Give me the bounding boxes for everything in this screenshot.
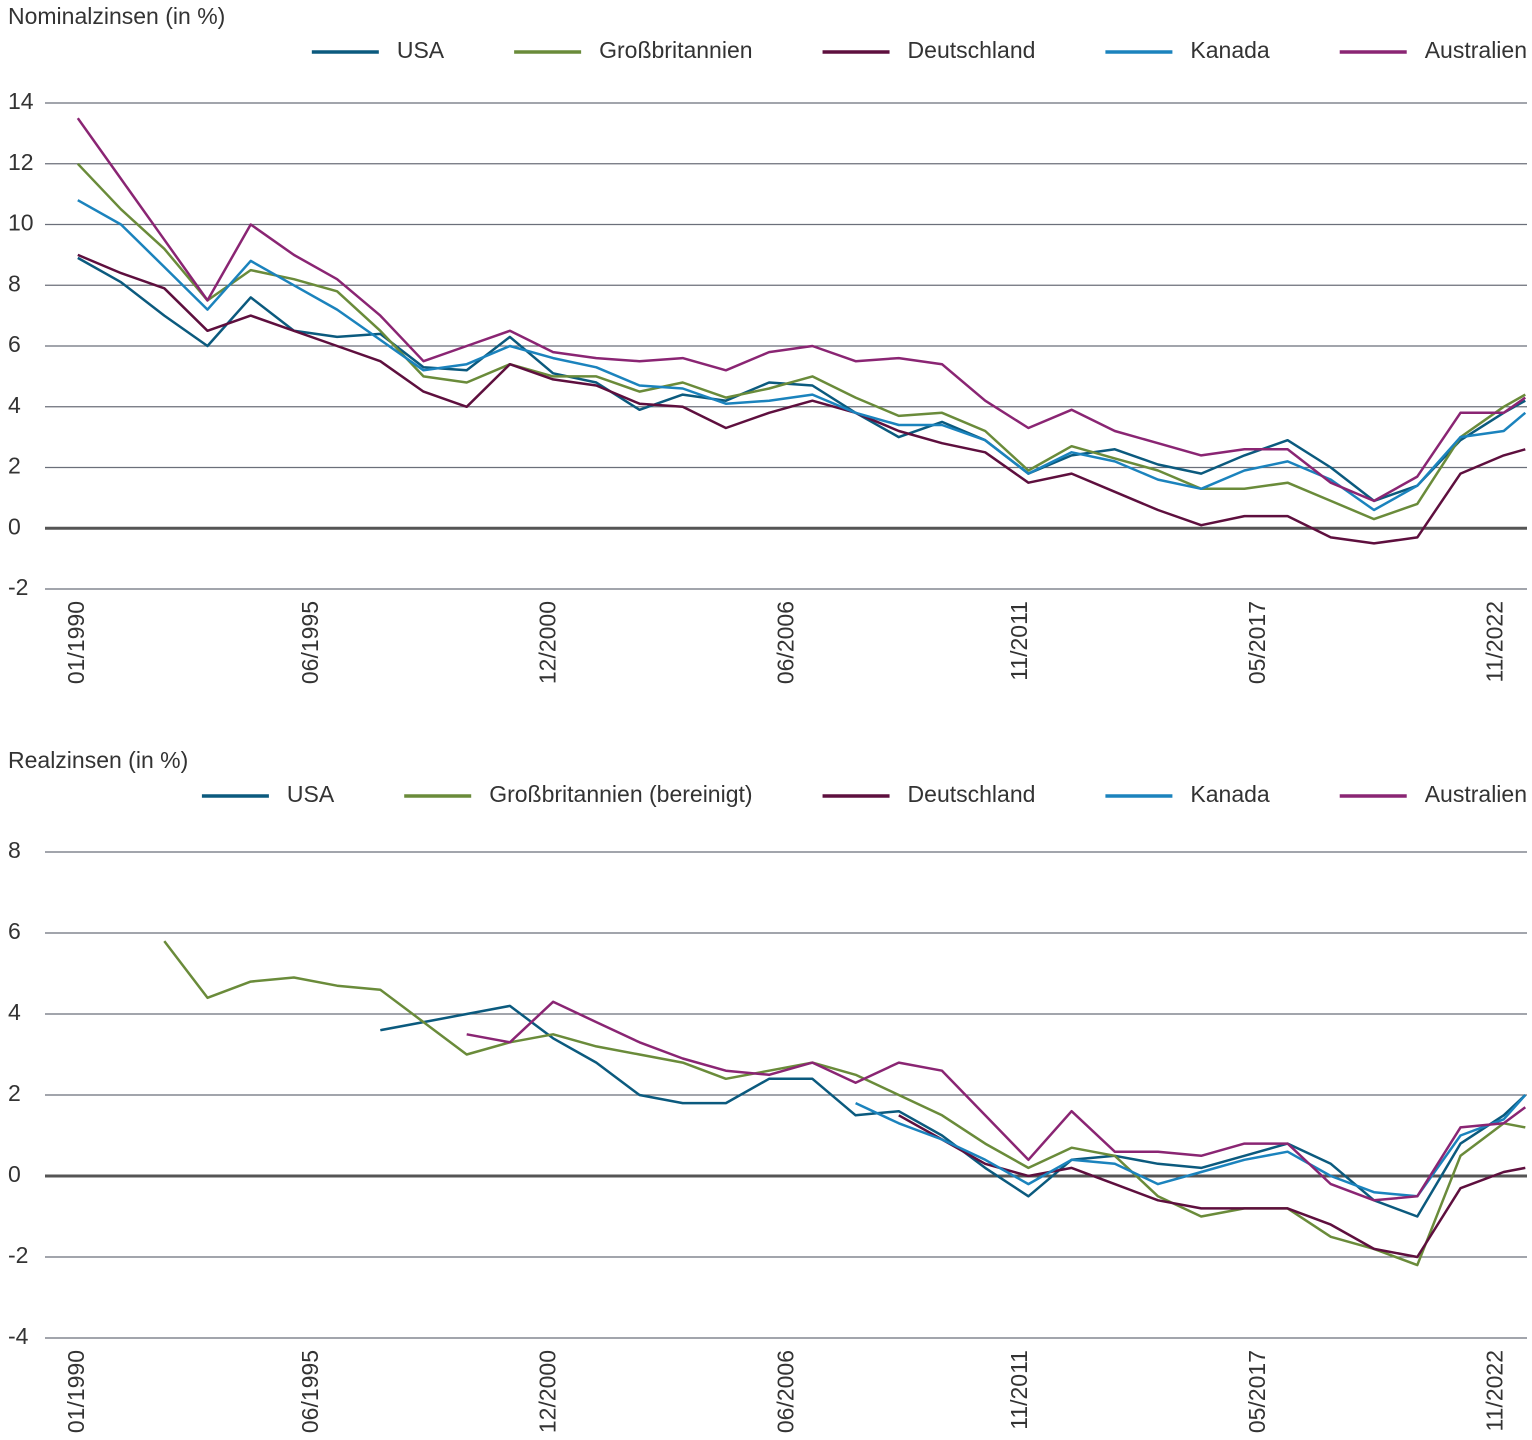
chart-title: Nominalzinsen (in %)	[8, 3, 225, 29]
y-tick-label: 10	[8, 210, 34, 236]
legend-label: Kanada	[1190, 37, 1270, 63]
chart-title: Realzinsen (in %)	[8, 747, 188, 773]
x-tick-label: 05/2017	[1244, 1350, 1270, 1433]
x-tick-label: 05/2017	[1244, 601, 1270, 684]
legend-label: Australien	[1425, 781, 1527, 807]
series-line	[77, 253, 1526, 545]
y-tick-label: 14	[8, 88, 34, 114]
y-tick-label: 8	[8, 837, 21, 863]
legend-label: Großbritannien (bereinigt)	[489, 781, 752, 807]
legend-label: Kanada	[1190, 781, 1270, 807]
x-tick-label: 12/2000	[535, 601, 561, 684]
y-tick-label: 2	[8, 453, 21, 479]
x-tick-label: 11/2022	[1481, 601, 1507, 682]
series-line	[163, 940, 1526, 1267]
y-tick-label: -4	[8, 1323, 29, 1349]
legend-label: Deutschland	[908, 37, 1036, 63]
y-tick-label: 2	[8, 1080, 21, 1106]
legend-label: Deutschland	[908, 781, 1036, 807]
x-tick-label: 06/2006	[772, 601, 798, 684]
x-tick-label: 12/2000	[535, 1350, 561, 1433]
legend-label: USA	[397, 37, 445, 63]
series-line	[77, 256, 1526, 503]
x-tick-label: 06/1995	[297, 1350, 323, 1433]
y-tick-label: 0	[8, 513, 21, 539]
y-tick-label: 4	[8, 999, 21, 1025]
legend-label: Großbritannien	[599, 37, 752, 63]
x-tick-label: 11/2011	[1006, 1350, 1032, 1430]
series-line	[466, 1000, 1527, 1202]
series-line	[76, 162, 1526, 521]
x-tick-label: 11/2011	[1006, 601, 1032, 681]
y-tick-label: -2	[8, 574, 28, 600]
y-tick-label: 0	[8, 1161, 21, 1187]
y-tick-label: 6	[8, 331, 21, 357]
y-tick-label: 8	[8, 270, 21, 296]
series-line	[898, 1114, 1526, 1259]
legend-label: USA	[287, 781, 335, 807]
x-tick-label: 01/1990	[63, 1350, 89, 1433]
series-line	[76, 117, 1527, 503]
series-line	[855, 1094, 1527, 1198]
y-tick-label: 4	[8, 392, 21, 418]
x-tick-label: 01/1990	[63, 601, 89, 684]
y-tick-label: 12	[8, 149, 34, 175]
x-tick-label: 06/1995	[297, 601, 323, 684]
y-tick-label: -2	[8, 1242, 28, 1268]
x-tick-label: 06/2006	[772, 1350, 798, 1433]
x-tick-label: 11/2022	[1481, 1350, 1507, 1431]
y-tick-label: 6	[8, 918, 21, 944]
legend-label: Australien	[1425, 37, 1527, 63]
series-line	[77, 199, 1527, 512]
